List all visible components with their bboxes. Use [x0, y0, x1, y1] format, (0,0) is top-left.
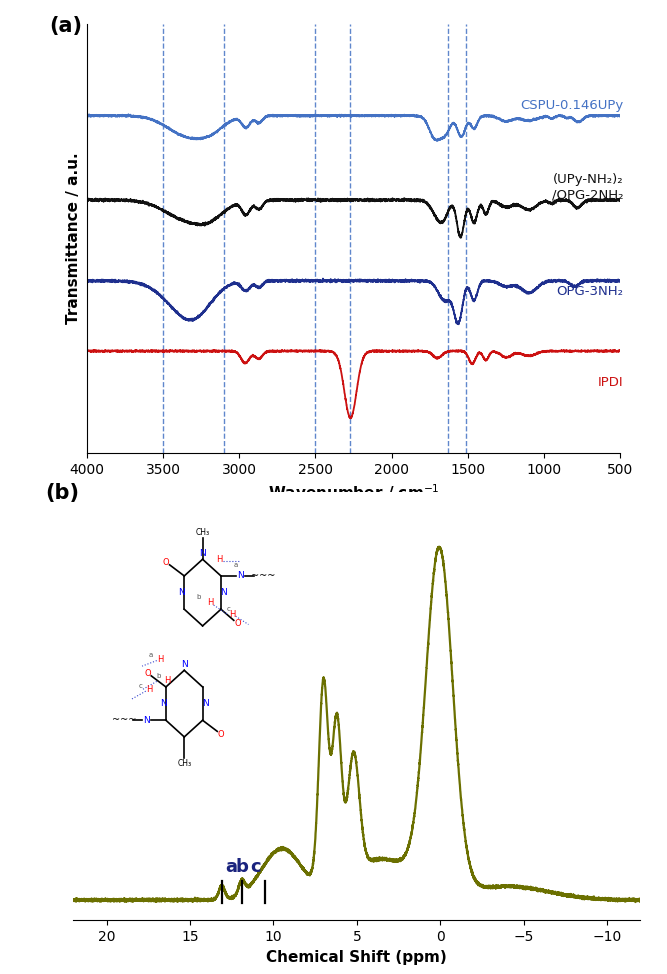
Text: N: N: [160, 699, 167, 708]
Text: a: a: [233, 562, 237, 568]
Text: b: b: [197, 594, 201, 600]
Text: H: H: [207, 598, 213, 607]
Text: ~~~: ~~~: [251, 571, 275, 581]
Y-axis label: Transmittance / a.u.: Transmittance / a.u.: [66, 153, 81, 324]
Text: O: O: [234, 618, 241, 627]
Text: N: N: [143, 716, 150, 725]
Text: OPG-3NH₂: OPG-3NH₂: [556, 284, 624, 298]
Text: O: O: [144, 668, 151, 678]
Text: c: c: [138, 683, 142, 689]
X-axis label: Chemical Shift (ppm): Chemical Shift (ppm): [267, 950, 447, 964]
Text: IPDI: IPDI: [598, 376, 624, 390]
Text: N: N: [178, 588, 185, 597]
Text: H: H: [157, 655, 163, 663]
Text: N: N: [199, 549, 206, 558]
Text: H: H: [229, 611, 235, 619]
Text: (a): (a): [49, 16, 82, 36]
Text: H: H: [165, 676, 171, 685]
Text: N: N: [237, 572, 243, 581]
Text: CH₃: CH₃: [177, 759, 191, 768]
X-axis label: Wavenumber / cm$^{-1}$: Wavenumber / cm$^{-1}$: [267, 482, 440, 502]
Text: a: a: [149, 652, 153, 658]
Text: (UPy-NH₂)₂
/OPG-2NH₂: (UPy-NH₂)₂ /OPG-2NH₂: [552, 172, 624, 202]
Text: (b): (b): [45, 483, 79, 504]
Text: CH₃: CH₃: [195, 529, 209, 538]
Text: O: O: [163, 557, 169, 567]
Text: CSPU-0.146UPy: CSPU-0.146UPy: [520, 98, 624, 112]
Text: ~~~: ~~~: [111, 715, 136, 726]
Text: N: N: [220, 588, 227, 597]
Text: H: H: [146, 686, 153, 694]
Text: N: N: [181, 660, 187, 669]
Text: b: b: [235, 858, 248, 877]
Text: H: H: [216, 555, 222, 564]
Text: c: c: [251, 858, 261, 877]
Text: a: a: [225, 858, 237, 877]
Text: c: c: [226, 606, 230, 613]
Text: O: O: [217, 730, 224, 738]
Text: N: N: [202, 699, 209, 708]
Text: b: b: [156, 673, 161, 679]
